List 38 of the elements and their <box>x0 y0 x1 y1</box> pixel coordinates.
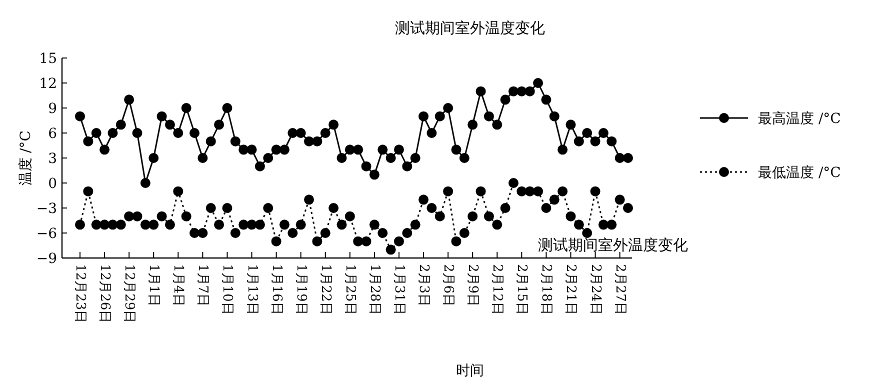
y-tick-label: −6 <box>36 226 58 242</box>
x-tick-label: 12月29日 <box>122 264 137 324</box>
x-tick-label: 2月27日 <box>612 264 628 315</box>
x-tick-label: 2月6日 <box>440 264 456 307</box>
legend-label: 最高温度 /°C <box>758 111 841 127</box>
y-tick-label: 3 <box>48 151 57 167</box>
x-tick-label: 1月7日 <box>195 264 210 307</box>
y-tick-label: −3 <box>36 201 57 217</box>
x-tick-label: 1月22日 <box>318 264 333 315</box>
x-tick-label: 2月3日 <box>416 264 432 307</box>
x-axis-title: 时间 <box>456 363 484 379</box>
x-tick-label: 12月23日 <box>72 264 88 324</box>
y-tick-label: 6 <box>48 126 58 142</box>
y-tick-label: 0 <box>48 176 57 192</box>
y-axis-title: 温度 /°C <box>18 130 34 186</box>
y-tick-label: 12 <box>39 76 57 92</box>
x-tick-label: 1月4日 <box>170 264 186 307</box>
annotation: 测试期间室外温度变化 <box>538 236 688 254</box>
x-tick-label: 2月21日 <box>563 264 578 315</box>
y-tick-label: −9 <box>36 251 57 267</box>
x-tick-label: 1月19日 <box>293 264 308 315</box>
x-tick-label: 1月1日 <box>146 264 162 307</box>
chart-title: 测试期间室外温度变化 <box>395 19 545 37</box>
x-tick-label: 2月15日 <box>514 264 530 315</box>
x-tick-label: 1月28日 <box>366 264 382 315</box>
x-tick-label: 2月18日 <box>538 264 554 315</box>
x-tick-label: 1月13日 <box>244 264 260 315</box>
x-tick-label: 1月25日 <box>342 264 358 315</box>
legend-label: 最低温度 /°C <box>758 165 841 181</box>
x-tick-label: 2月24日 <box>588 264 603 315</box>
x-tick-label: 12月26日 <box>97 264 112 324</box>
x-tick-label: 2月12日 <box>490 264 505 315</box>
x-tick-label: 1月16日 <box>268 264 284 315</box>
x-tick-label: 2月9日 <box>465 264 480 307</box>
y-tick-label: 15 <box>39 51 57 67</box>
x-tick-label: 1月10日 <box>220 264 235 315</box>
y-tick-label: 9 <box>48 101 57 117</box>
x-tick-label: 1月31日 <box>391 264 406 315</box>
